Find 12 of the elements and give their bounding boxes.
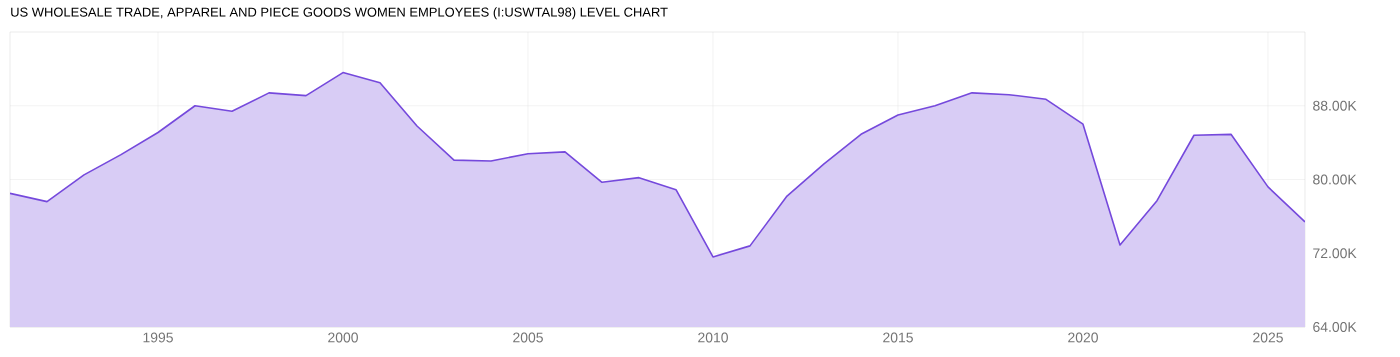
x-tick-label: 2015 (883, 332, 913, 343)
y-tick-label: 80.00K (1313, 174, 1357, 185)
x-tick-label: 2005 (513, 332, 543, 343)
x-tick-label: 1995 (143, 332, 173, 343)
y-tick-label: 88.00K (1313, 100, 1357, 111)
x-tick-label: 2020 (1068, 332, 1098, 343)
x-tick-label: 2000 (328, 332, 358, 343)
chart-title: US WHOLESALE TRADE, APPAREL AND PIECE GOODS WOMEN EMPLOYEES (I:USWTAL98) LEVEL CHART (11, 7, 668, 20)
y-tick-label: 64.00K (1313, 322, 1357, 332)
y-tick-label: 72.00K (1313, 248, 1357, 259)
x-tick-label: 2010 (698, 332, 728, 343)
x-tick-label: 2025 (1253, 332, 1283, 343)
